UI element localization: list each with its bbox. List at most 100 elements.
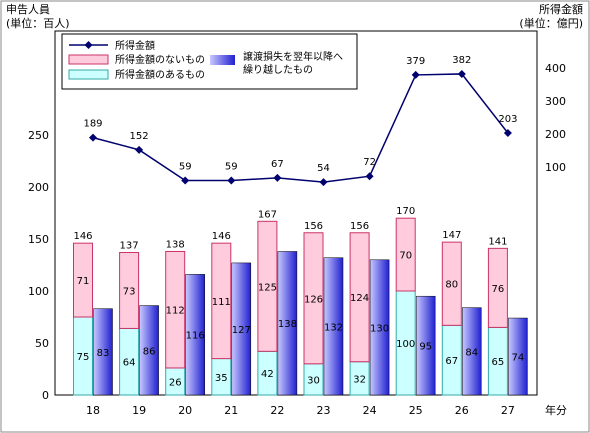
bar-no-income — [73, 242, 93, 318]
label-with-income: 35 — [215, 373, 228, 384]
left-tick-label: 150 — [28, 233, 49, 246]
legend-income-label: 所得金額 — [115, 39, 155, 52]
income-label: 59 — [179, 162, 192, 173]
income-marker — [319, 178, 328, 187]
label-total: 167 — [258, 209, 277, 220]
x-tick-label: 26 — [455, 404, 469, 417]
x-tick-label: 27 — [501, 404, 515, 417]
label-carryover: 95 — [419, 342, 432, 353]
left-tick-label: 0 — [42, 389, 49, 402]
bar-no-income — [211, 242, 232, 360]
income-marker — [457, 69, 466, 78]
income-marker — [273, 173, 282, 182]
label-with-income: 75 — [77, 352, 90, 363]
x-tick-label: 24 — [363, 404, 377, 417]
x-tick-label: 22 — [270, 404, 284, 417]
legend-carryover-label-line1: 譲渡損失を翌年以降へ — [243, 50, 343, 63]
bar-carryover — [185, 274, 205, 396]
right-axis-ticks: 100 200 300 400 — [545, 62, 566, 174]
label-with-income: 32 — [353, 374, 366, 385]
income-marker — [181, 176, 190, 185]
label-total: 146 — [212, 231, 231, 242]
legend-diamond-marker — [84, 41, 93, 49]
label-carryover: 138 — [278, 319, 297, 330]
bars: 146 71 75 83 137 73 64 86 138 112 26 116 146 111 35 127… — [73, 206, 528, 396]
label-with-income: 42 — [261, 369, 274, 380]
bar-carryover — [462, 307, 482, 396]
label-carryover: 130 — [370, 323, 389, 334]
label-with-income: 30 — [307, 375, 320, 386]
income-label: 59 — [225, 162, 238, 173]
legend-carryover-label-line2: 繰り越したもの — [243, 63, 313, 76]
label-carryover: 132 — [324, 322, 343, 333]
bar-carryover — [369, 259, 390, 396]
label-no-income: 76 — [492, 284, 505, 295]
label-with-income: 65 — [492, 357, 505, 368]
income-marker — [227, 176, 236, 185]
label-carryover: 74 — [512, 353, 525, 364]
label-carryover: 116 — [186, 331, 205, 342]
income-label: 72 — [363, 157, 376, 168]
income-marker — [89, 133, 97, 142]
income-marker — [503, 129, 512, 138]
right-tick-label: 400 — [545, 62, 566, 75]
left-tick-label: 100 — [28, 285, 49, 298]
bar-no-income — [395, 217, 416, 292]
label-total: 156 — [350, 221, 369, 232]
label-no-income: 80 — [445, 280, 458, 291]
label-total: 156 — [304, 221, 323, 232]
income-line-layer: 189 152 59 59 67 54 72 379 382 203 — [83, 55, 517, 187]
left-tick-label: 250 — [28, 129, 49, 142]
label-no-income: 125 — [258, 282, 277, 293]
x-tick-label: 23 — [317, 404, 331, 417]
income-label: 379 — [406, 56, 425, 67]
label-carryover: 127 — [232, 325, 251, 336]
bar-no-income — [119, 252, 140, 329]
label-with-income: 26 — [169, 377, 182, 388]
legend-with-income-label: 所得金額のあるもの — [115, 68, 205, 81]
bar-no-income — [487, 247, 508, 328]
x-axis-labels: 18 19 20 21 22 23 24 25 26 27 — [86, 404, 515, 417]
right-axis-title-line2: (単位：億円) — [519, 16, 583, 30]
legend-carryover-swatch — [210, 55, 235, 65]
right-tick-label: 300 — [545, 95, 566, 108]
legend: 所得金額 所得金額のないもの 所得金額のあるもの 譲渡損失を翌年以降へ 繰り越し… — [61, 33, 358, 90]
left-tick-label: 50 — [35, 337, 49, 350]
income-marker — [365, 172, 374, 181]
label-total: 137 — [120, 241, 139, 252]
label-total: 170 — [396, 206, 415, 217]
bar-carryover — [277, 251, 298, 396]
x-tick-label: 18 — [86, 404, 100, 417]
label-no-income: 70 — [399, 251, 412, 262]
label-no-income: 73 — [123, 286, 136, 297]
right-tick-label: 100 — [545, 161, 566, 174]
right-tick-label: 200 — [545, 128, 566, 141]
bar-carryover — [93, 308, 113, 396]
x-tick-label: 21 — [224, 404, 238, 417]
x-tick-label: 19 — [132, 404, 146, 417]
label-carryover: 83 — [97, 348, 110, 359]
income-label: 382 — [452, 55, 471, 66]
bar-carryover — [323, 257, 344, 396]
right-axis-title-line1: 所得金額 — [539, 2, 583, 16]
label-no-income: 71 — [77, 276, 90, 287]
label-total: 147 — [442, 230, 461, 241]
income-line — [92, 73, 509, 183]
bar-no-income — [441, 241, 462, 326]
legend-no-income-swatch — [68, 54, 109, 65]
label-with-income: 67 — [445, 356, 458, 367]
bar-no-income — [257, 220, 278, 352]
income-label: 54 — [317, 163, 330, 174]
income-label: 67 — [271, 159, 284, 170]
label-with-income: 100 — [396, 339, 415, 350]
label-total: 138 — [166, 239, 185, 250]
income-marker — [135, 145, 144, 154]
income-label: 189 — [83, 119, 102, 130]
legend-no-income-label: 所得金額のないもの — [115, 53, 205, 66]
bar-carryover — [508, 317, 528, 396]
bar-no-income — [303, 232, 324, 365]
label-with-income: 64 — [123, 358, 136, 369]
left-axis-title-line2: (単位：百人) — [6, 16, 70, 30]
bar-no-income — [349, 232, 370, 363]
